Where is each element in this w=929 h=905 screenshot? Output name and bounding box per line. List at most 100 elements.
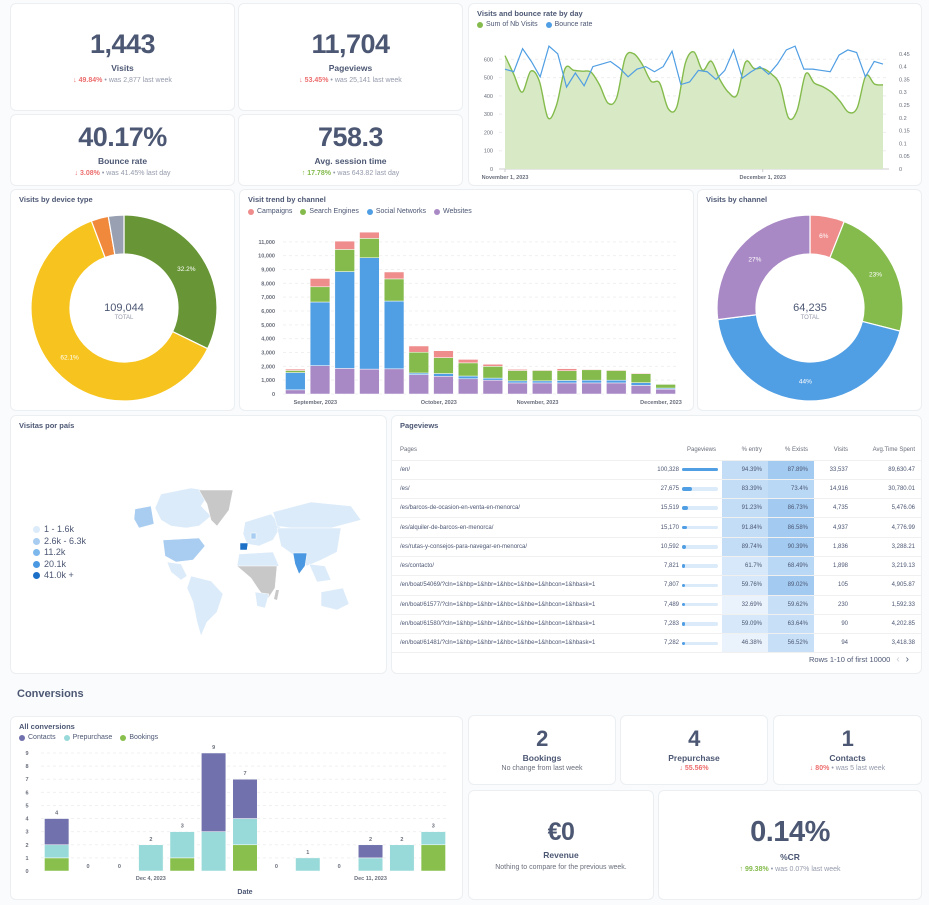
country-alaska[interactable]: [133, 505, 155, 529]
y-tick-label: 6: [25, 790, 28, 796]
cell-page[interactable]: /es/alquiler-de-barcos-en-menorca/: [392, 517, 642, 538]
legend-item-campaigns[interactable]: Campaigns: [248, 208, 292, 215]
legend-dot-icon: [248, 208, 254, 215]
conversions-chart-card[interactable]: All conversions Contacts Prepurchase Boo…: [10, 716, 463, 900]
cell-page[interactable]: /en/boat/54069/?cln=1&hbp=1&hbr=1&hbc=1&…: [392, 575, 642, 596]
revenue-card[interactable]: €0 Revenue Nothing to compare for the pr…: [468, 790, 654, 900]
cell-page[interactable]: /es/rutas-y-consejos-para-navegar-en-men…: [392, 537, 642, 557]
bounce-rate-label: Bounce rate: [97, 155, 148, 166]
legend-item-websites[interactable]: Websites: [434, 208, 472, 215]
country-australia[interactable]: [320, 587, 350, 611]
visits-label: Visits: [111, 62, 134, 73]
session-time-card[interactable]: 758.3 Avg. session time ↑ 17.78% • was 643.…: [238, 114, 463, 186]
legend-item-social-networks[interactable]: Social Networks: [366, 208, 426, 215]
country-india[interactable]: [292, 552, 308, 575]
table-row[interactable]: /es/contacto/7,821 61.7% 68.49% 1,898 3,219.…: [392, 556, 921, 577]
cell-page[interactable]: /en/: [392, 460, 642, 480]
column-header-entry[interactable]: % entry: [722, 440, 768, 461]
channel-chart-card[interactable]: Visits by channel 6% 23% 44% 27% 64,235 TOTAL: [697, 189, 922, 411]
contacts-label: Contacts: [829, 753, 866, 763]
country-south-africa[interactable]: [254, 591, 270, 609]
country-greenland[interactable]: [198, 489, 234, 527]
country-south-america[interactable]: [186, 575, 224, 637]
country-se-asia[interactable]: [308, 563, 332, 583]
bar-segment: [482, 379, 503, 395]
legend-item-search-engines[interactable]: Search Engines: [300, 208, 359, 215]
column-header-exits[interactable]: % Exists: [768, 440, 814, 461]
conversion-rate-card[interactable]: 0.14% %CR ↑ 99.38% • was 0.07% last week: [658, 790, 922, 900]
bar-segment: [232, 818, 258, 846]
cell-entry: 94.39%: [722, 460, 768, 480]
bar-segment: [285, 372, 306, 391]
bar-segment: [44, 818, 70, 846]
device-type-chart-card[interactable]: Visits by device type 32.2% 62.1% 109,044 T…: [10, 189, 235, 411]
table-row[interactable]: /en/boat/61577/?cln=1&hbp=1&hbr=1&hbc=1&…: [392, 595, 921, 615]
slice-label: 23%: [869, 272, 882, 279]
bookings-card[interactable]: 2 Bookings No change from last week: [468, 715, 616, 785]
country-russia[interactable]: [272, 501, 362, 529]
legend-item-prepurchase[interactable]: Prepurchase: [63, 734, 112, 741]
legend-item-bounce[interactable]: Bounce rate: [545, 21, 592, 28]
contacts-card[interactable]: 1 Contacts ↓ 80% • was 5 last week: [773, 715, 922, 785]
conversion-rate-delta: ↑ 99.38% • was 0.07% last week: [739, 866, 840, 873]
bar-segment: [655, 388, 676, 395]
table-row[interactable]: /en/boat/61481/?cln=1&hbp=1&hbr=1&hbc=1&…: [392, 633, 921, 654]
country-spain[interactable]: [239, 542, 249, 551]
legend-item-contacts[interactable]: Contacts: [19, 734, 56, 741]
table-row[interactable]: /en/100,328 94.39% 87.89% 33,537 89,630.47: [392, 460, 921, 480]
pageviews-bar: [682, 545, 718, 549]
visit-trend-chart: 0 1,000 2,000 3,000 4,000 5,000 6,000 7,000 8,00…: [258, 231, 682, 406]
y-tick-label: 600: [484, 57, 493, 63]
bar-segment: [581, 379, 602, 384]
legend-item-bookings[interactable]: Bookings: [120, 734, 158, 741]
table-row[interactable]: /es/rutas-y-consejos-para-navegar-en-men…: [392, 537, 921, 557]
cell-entry: 46.38%: [722, 633, 768, 654]
cell-page[interactable]: /es/contacto/: [392, 556, 642, 577]
column-header-pages[interactable]: Pages: [392, 440, 642, 461]
donut-slice: [123, 214, 218, 350]
chart-legend: Contacts Prepurchase Bookings: [19, 734, 158, 741]
visit-trend-chart-card[interactable]: Visit trend by channel Campaigns Search …: [239, 189, 694, 411]
x-tick-label: October, 2023: [421, 400, 457, 406]
table-row[interactable]: /en/boat/61580/?cln=1&hbp=1&hbr=1&hbc=1&…: [392, 614, 921, 635]
table-row[interactable]: /en/boat/54069/?cln=1&hbp=1&hbr=1&hbc=1&…: [392, 575, 921, 596]
visits-card[interactable]: 1,443 Visits ↓ 49.84% • was 2,877 last week: [10, 3, 235, 111]
table-row[interactable]: /es/barcos-de-ocasion-en-venta-en-menorc…: [392, 498, 921, 519]
country-germany[interactable]: [250, 532, 257, 540]
arrow-down-icon: ↓: [809, 765, 814, 772]
cell-page[interactable]: /es/: [392, 479, 642, 500]
next-page-icon[interactable]: ›: [905, 654, 909, 665]
cell-page[interactable]: /es/barcos-de-ocasion-en-venta-en-menorc…: [392, 498, 642, 519]
prepurchase-value: 4: [688, 726, 700, 751]
country-madagascar[interactable]: [274, 590, 279, 600]
country-usa[interactable]: [162, 537, 206, 563]
country-asia[interactable]: [276, 527, 342, 567]
cell-page[interactable]: /en/boat/61577/?cln=1&hbp=1&hbr=1&hbc=1&…: [392, 595, 642, 615]
cell-exits: 87.89%: [768, 460, 814, 480]
visits-bounce-chart-card[interactable]: Visits and bounce rate by day Sum of Nb …: [468, 3, 922, 186]
previous-page-icon[interactable]: ‹: [896, 654, 900, 665]
bookings-value: 2: [536, 726, 548, 751]
cell-page[interactable]: /en/boat/61580/?cln=1&hbp=1&hbr=1&hbc=1&…: [392, 614, 642, 635]
y2-tick-label: 0.4: [899, 65, 907, 71]
column-header-pageviews[interactable]: Pageviews: [642, 440, 722, 461]
pageviews-card[interactable]: 11,704 Pageviews ↓ 53.45% • was 25,141 last…: [238, 3, 463, 111]
legend-item-visits[interactable]: Sum of Nb Visits: [477, 21, 538, 28]
pageviews-value: 15,519: [660, 505, 679, 512]
prepurchase-label: Prepurchase: [668, 753, 720, 763]
world-map[interactable]: [11, 416, 387, 674]
country-mexico[interactable]: [166, 561, 188, 581]
cell-pageviews: 10,592: [642, 537, 722, 557]
table-row[interactable]: /es/alquiler-de-barcos-en-menorca/15,170…: [392, 517, 921, 538]
conversion-rate-compare: was 0.07% last week: [775, 865, 841, 873]
prepurchase-card[interactable]: 4 Prepurchase ↓ 55.56%: [620, 715, 768, 785]
bounce-rate-card[interactable]: 40.17% Bounce rate ↓ 3.08% • was 41.45% las…: [10, 114, 235, 186]
pageviews-delta: ↓ 53.45% • was 25,141 last week: [299, 77, 402, 84]
country-map-card[interactable]: Visitas por país 1 - 1.6k 2.6k - 6.3k 11.2…: [10, 415, 387, 674]
column-header-visits[interactable]: Visits: [814, 440, 854, 461]
cell-page[interactable]: /en/boat/61481/?cln=1&hbp=1&hbr=1&hbc=1&…: [392, 633, 642, 654]
table-row[interactable]: /es/27,675 83.39% 73.4% 14,916 30,780.01: [392, 479, 921, 500]
column-header-avg-time[interactable]: Avg.Time Spent: [854, 440, 921, 461]
y-tick-label: 3: [25, 830, 28, 836]
y-tick-label: 500: [484, 76, 493, 82]
